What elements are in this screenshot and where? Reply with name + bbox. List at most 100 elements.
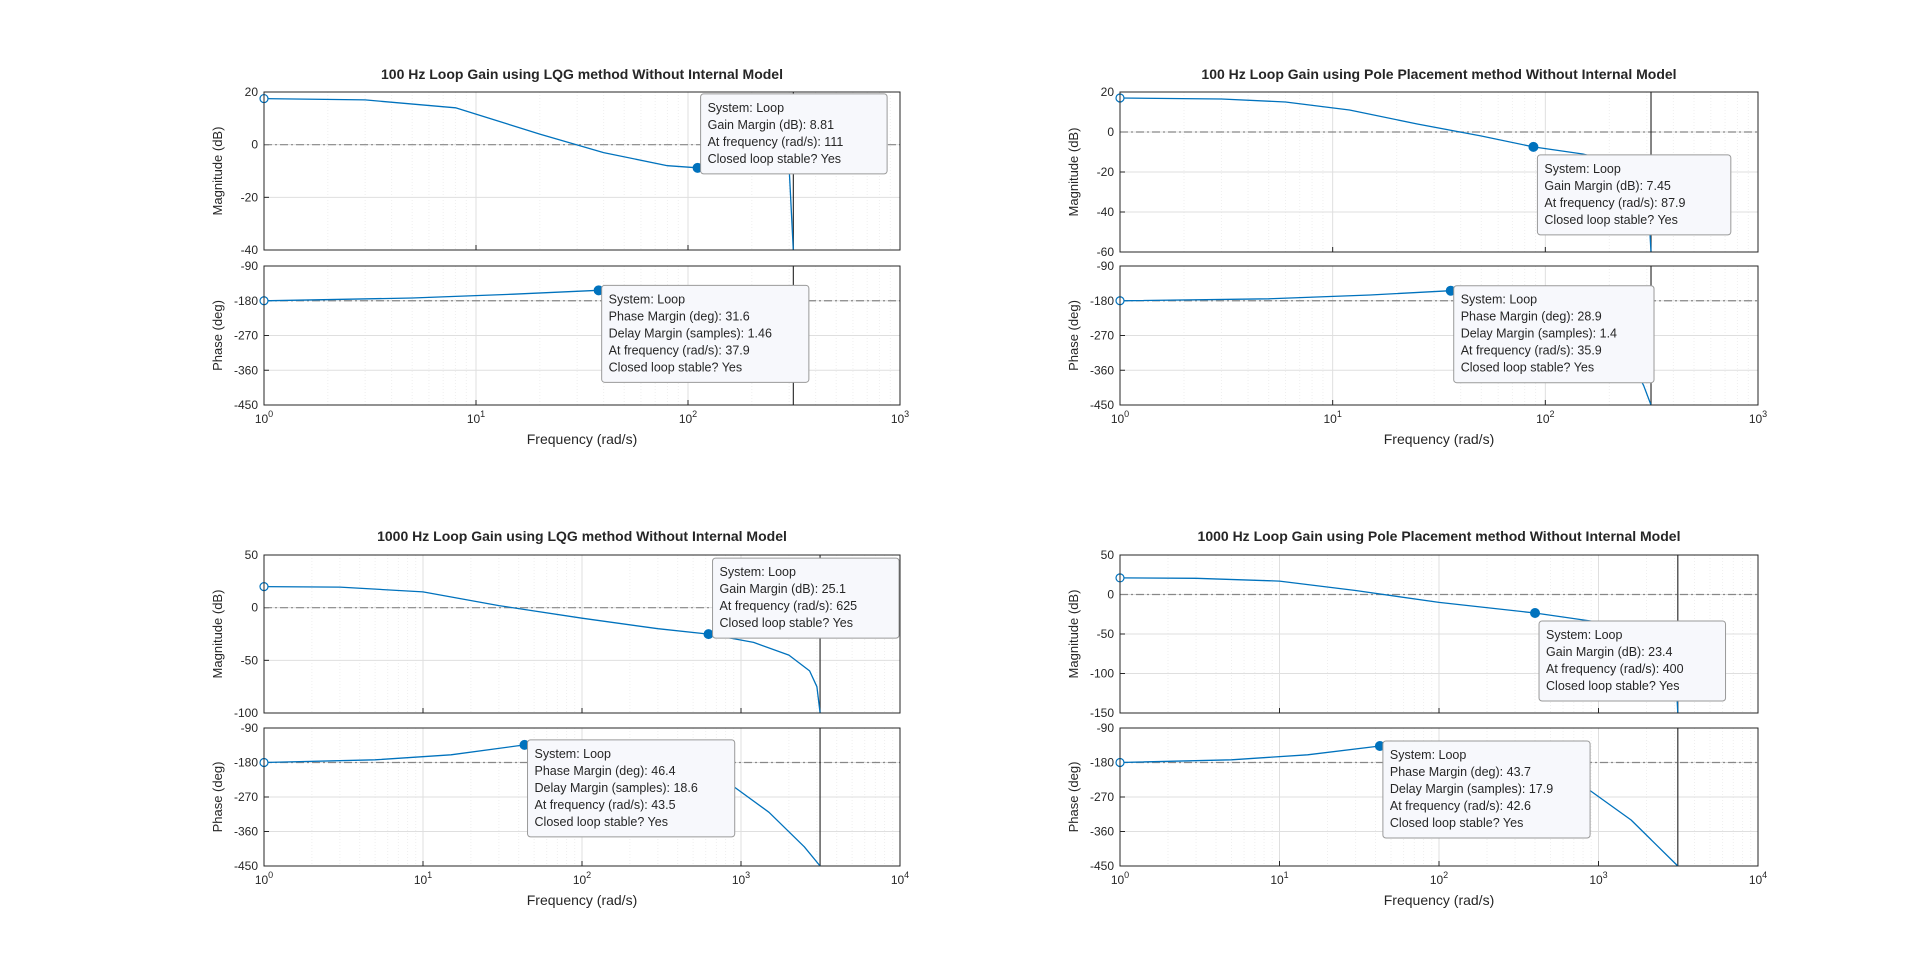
y-tick-label: 20 bbox=[245, 85, 259, 99]
axes-box bbox=[1119, 554, 1759, 714]
margin-marker[interactable] bbox=[1528, 141, 1539, 152]
margin-marker[interactable] bbox=[1530, 607, 1541, 618]
y-tick-label: -270 bbox=[1090, 329, 1114, 343]
datatip-line: Closed loop stable? Yes bbox=[609, 360, 742, 374]
axes-box bbox=[263, 554, 901, 714]
y-tick-label: -20 bbox=[241, 190, 259, 204]
x-tick-label: 100 bbox=[1111, 409, 1129, 426]
gain-margin-datatip[interactable]: System: Loop Gain Margin (dB): 23.4 At fre… bbox=[1538, 620, 1727, 702]
datatip-line: At frequency (rad/s): 400 bbox=[1546, 662, 1684, 676]
magnitude-axes: 20 0 -20 -40 -60 Magnitude (dB) System: Loop Ga… bbox=[1066, 85, 1759, 259]
datatip-line: Phase Margin (deg): 28.9 bbox=[1461, 310, 1602, 324]
y-tick-label: 0 bbox=[1107, 588, 1114, 602]
x-tick-label: 103 bbox=[732, 870, 750, 887]
x-tick-label: 103 bbox=[891, 409, 909, 426]
y-axis-label: Phase (deg) bbox=[1066, 300, 1081, 371]
gain-margin-datatip[interactable]: System: Loop Gain Margin (dB): 25.1 At fre… bbox=[712, 557, 900, 639]
axes-box bbox=[1119, 265, 1759, 406]
datatip-line: At frequency (rad/s): 37.9 bbox=[609, 343, 750, 357]
datatip-box bbox=[1538, 620, 1727, 702]
x-tick-label: 102 bbox=[573, 870, 591, 887]
datatip-box bbox=[1382, 740, 1591, 839]
y-tick-label: -270 bbox=[234, 329, 258, 343]
datatip-line: Delay Margin (samples): 18.6 bbox=[535, 781, 698, 795]
y-tick-label: -270 bbox=[1090, 790, 1114, 804]
datatip-line: System: Loop bbox=[609, 292, 685, 306]
margin-marker[interactable] bbox=[703, 629, 714, 640]
y-tick-label: -180 bbox=[1090, 294, 1114, 308]
y-axis-label: Magnitude (dB) bbox=[210, 127, 225, 216]
y-tick-label: 0 bbox=[1107, 125, 1114, 139]
datatip-line: At frequency (rad/s): 111 bbox=[708, 135, 844, 149]
x-tick-label: 101 bbox=[1323, 409, 1341, 426]
y-tick-label: -450 bbox=[1090, 398, 1114, 412]
bode-plot-1: 100 Hz Loop Gain using LQG method Withou… bbox=[210, 66, 909, 447]
bode-plot-2: 100 Hz Loop Gain using Pole Placement me… bbox=[1066, 66, 1767, 447]
datatip-line: Phase Margin (deg): 31.6 bbox=[609, 309, 750, 323]
datatip-line: At frequency (rad/s): 87.9 bbox=[1544, 196, 1685, 210]
datatip-line: Closed loop stable? Yes bbox=[1546, 679, 1679, 693]
chart-title: 1000 Hz Loop Gain using LQG method Witho… bbox=[377, 528, 787, 544]
phase-margin-datatip[interactable]: System: Loop Phase Margin (deg): 46.4 Dela… bbox=[527, 739, 736, 838]
y-axis-label: Magnitude (dB) bbox=[1066, 590, 1081, 679]
y-tick-label: -90 bbox=[241, 721, 259, 735]
x-tick-label: 101 bbox=[414, 870, 432, 887]
y-axis-label: Phase (deg) bbox=[1066, 762, 1081, 833]
datatip-line: Gain Margin (dB): 7.45 bbox=[1544, 179, 1670, 193]
axes-box bbox=[1119, 91, 1759, 253]
bode-plot-3: 1000 Hz Loop Gain using LQG method Witho… bbox=[210, 528, 909, 908]
magnitude-axes: 50 0 -50 -100 -150 Magnitude (dB) System: Loop… bbox=[1066, 548, 1759, 720]
y-tick-label: -90 bbox=[1097, 721, 1115, 735]
y-tick-label: -180 bbox=[1090, 756, 1114, 770]
y-axis-label: Phase (deg) bbox=[210, 300, 225, 371]
datatip-line: Closed loop stable? Yes bbox=[1544, 213, 1677, 227]
y-tick-label: 50 bbox=[1101, 548, 1115, 562]
y-tick-label: -360 bbox=[1090, 825, 1114, 839]
y-axis-label: Magnitude (dB) bbox=[1066, 128, 1081, 217]
axes-box bbox=[263, 727, 901, 867]
x-axis-label: Frequency (rad/s) bbox=[1384, 892, 1494, 908]
y-tick-label: -100 bbox=[1090, 667, 1114, 681]
x-tick-label: 101 bbox=[1270, 870, 1288, 887]
phase-margin-datatip[interactable]: System: Loop Phase Margin (deg): 28.9 Dela… bbox=[1453, 285, 1655, 384]
y-tick-label: -60 bbox=[1097, 245, 1115, 259]
phase-margin-datatip[interactable]: System: Loop Phase Margin (deg): 43.7 Dela… bbox=[1382, 740, 1591, 839]
datatip-line: Delay Margin (samples): 17.9 bbox=[1390, 782, 1553, 796]
y-axis-label: Phase (deg) bbox=[210, 762, 225, 833]
y-tick-label: -270 bbox=[234, 790, 258, 804]
y-tick-label: -50 bbox=[1097, 627, 1115, 641]
datatip-line: Phase Margin (deg): 43.7 bbox=[1390, 765, 1531, 779]
y-tick-label: 0 bbox=[251, 601, 258, 615]
phase-margin-datatip[interactable]: System: Loop Phase Margin (deg): 31.6 Dela… bbox=[601, 284, 810, 383]
datatip-line: Gain Margin (dB): 25.1 bbox=[720, 582, 846, 596]
y-tick-label: -180 bbox=[234, 756, 258, 770]
chart-title: 100 Hz Loop Gain using LQG method Withou… bbox=[381, 66, 783, 82]
datatip-box bbox=[700, 93, 888, 175]
y-tick-label: -40 bbox=[1097, 205, 1115, 219]
datatip-line: System: Loop bbox=[535, 747, 611, 761]
gain-margin-datatip[interactable]: System: Loop Gain Margin (dB): 7.45 At fre… bbox=[1536, 154, 1732, 236]
phase-axes: -90 -180 -270 -360 -450 Phase (deg) 100 101 102 1… bbox=[210, 721, 909, 908]
y-tick-label: -450 bbox=[1090, 859, 1114, 873]
x-tick-label: 100 bbox=[1111, 870, 1129, 887]
datatip-line: At frequency (rad/s): 42.6 bbox=[1390, 799, 1531, 813]
y-tick-label: -40 bbox=[241, 243, 259, 257]
magnitude-axes: 20 0 -20 -40 Magnitude (dB) System: Loop Gain … bbox=[210, 85, 901, 257]
datatip-line: At frequency (rad/s): 35.9 bbox=[1461, 344, 1602, 358]
x-tick-label: 100 bbox=[255, 870, 273, 887]
y-tick-label: -180 bbox=[234, 294, 258, 308]
gain-margin-datatip[interactable]: System: Loop Gain Margin (dB): 8.81 At fre… bbox=[700, 93, 888, 175]
x-axis-label: Frequency (rad/s) bbox=[527, 431, 637, 447]
y-tick-label: -100 bbox=[234, 706, 258, 720]
axes-box bbox=[1119, 727, 1759, 867]
y-tick-label: 50 bbox=[245, 548, 259, 562]
y-tick-label: -90 bbox=[241, 259, 259, 273]
datatip-line: Closed loop stable? Yes bbox=[708, 152, 841, 166]
datatip-line: Delay Margin (samples): 1.46 bbox=[609, 326, 772, 340]
y-tick-label: -360 bbox=[234, 363, 258, 377]
chart-title: 1000 Hz Loop Gain using Pole Placement m… bbox=[1198, 528, 1681, 544]
x-axis-label: Frequency (rad/s) bbox=[527, 892, 637, 908]
magnitude-curve bbox=[263, 585, 821, 714]
datatip-line: System: Loop bbox=[720, 565, 796, 579]
y-tick-label: -20 bbox=[1097, 165, 1115, 179]
